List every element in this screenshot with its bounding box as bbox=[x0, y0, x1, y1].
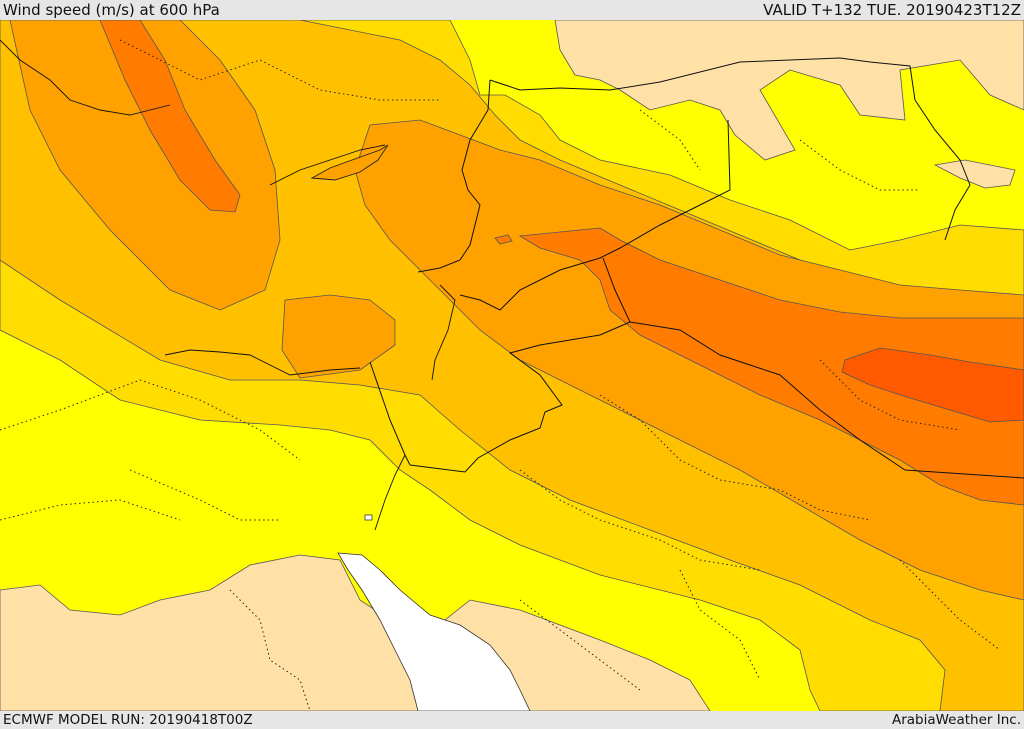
red-sea bbox=[337, 552, 531, 711]
field-weak-patch bbox=[933, 159, 1016, 189]
field-weak-northeast bbox=[554, 20, 1024, 161]
field-orange bbox=[9, 20, 1024, 601]
admin-boundaries bbox=[0, 39, 1001, 711]
cyprus bbox=[310, 144, 389, 181]
country-borders bbox=[369, 57, 1024, 479]
red-sea-island bbox=[364, 514, 373, 521]
footer-bar: ECMWF MODEL RUN: 20190418T00Z ArabiaWeat… bbox=[0, 711, 1024, 729]
field-dark-orange bbox=[99, 20, 1024, 506]
valid-time: VALID T+132 TUE. 20190423T12Z bbox=[763, 1, 1021, 19]
coastlines bbox=[0, 39, 456, 531]
model-run: ECMWF MODEL RUN: 20190418T00Z bbox=[3, 712, 253, 728]
wind-speed-map bbox=[0, 20, 1024, 711]
field-red-orange bbox=[841, 347, 1024, 423]
field-weak-south bbox=[0, 554, 711, 711]
provider-credit: ArabiaWeather Inc. bbox=[891, 712, 1021, 728]
map-title: Wind speed (m/s) at 600 hPa bbox=[3, 1, 220, 19]
header-bar: Wind speed (m/s) at 600 hPa VALID T+132 … bbox=[0, 0, 1024, 20]
